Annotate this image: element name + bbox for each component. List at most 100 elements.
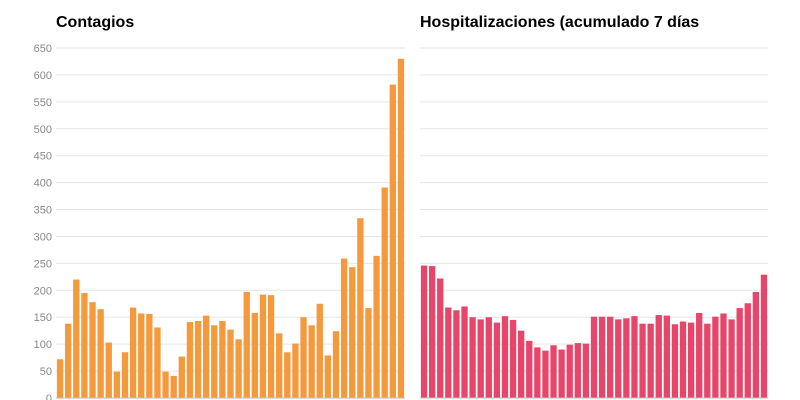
hospitalizaciones-bar (712, 316, 719, 398)
y-tick-label: 200 (34, 285, 52, 297)
contagios-bar (365, 308, 372, 398)
contagios-chart-title: Contagios (56, 14, 135, 31)
y-tick-label: 600 (34, 70, 52, 82)
contagios-bar (316, 303, 323, 398)
y-tick-label: 100 (34, 339, 52, 351)
hospitalizaciones-bar (647, 323, 654, 398)
hospitalizaciones-bar (679, 321, 687, 398)
contagios-bar (397, 58, 405, 399)
contagios-bar (178, 356, 185, 398)
contagios-bar (211, 325, 218, 398)
contagios-bar (284, 352, 291, 398)
hospitalizaciones-bar (493, 322, 501, 398)
y-tick-label: 500 (34, 124, 52, 136)
hospitalizaciones-bar (696, 312, 703, 398)
contagios-bar (146, 314, 153, 398)
hospitalizaciones-bar (663, 315, 670, 398)
contagios-bar (381, 187, 388, 398)
hospitalizaciones-bar (469, 317, 476, 398)
contagios-bar (170, 375, 177, 398)
hospitalizaciones-bar (744, 303, 751, 398)
contagios-bar (251, 312, 259, 398)
hospitalizaciones-bar (687, 322, 695, 398)
hospitalizaciones-bar (453, 310, 460, 398)
y-tick-label: 450 (34, 151, 52, 163)
contagios-bar (235, 339, 242, 398)
hospitalizaciones-bar (428, 266, 436, 398)
hospitalizaciones-bar (631, 316, 638, 398)
hospitalizaciones-bar (720, 313, 727, 398)
contagios-bar (267, 295, 275, 398)
hospitalizaciones-chart-title: Hospitalizaciones (acumulado 7 días (420, 14, 700, 31)
contagios-bar (259, 294, 267, 398)
contagios-bar (373, 255, 380, 398)
contagios-bar (154, 327, 161, 398)
hospitalizaciones-bar (582, 343, 590, 398)
contagios-bar (138, 313, 145, 398)
hospitalizaciones-bar (558, 349, 565, 398)
contagios-bar (113, 371, 121, 398)
contagios-bar (332, 331, 340, 398)
hospitalizaciones-bar (534, 347, 541, 398)
contagios-bar (65, 323, 72, 398)
contagios-bar (73, 279, 80, 398)
y-tick-label: 250 (34, 258, 52, 270)
y-tick-label: 550 (34, 97, 52, 109)
y-tick-label: 300 (34, 231, 52, 243)
hospitalizaciones-bar (598, 316, 606, 398)
hospitalizaciones-bar (501, 316, 509, 398)
hospitalizaciones-bar (566, 344, 573, 398)
contagios-bar (105, 342, 112, 398)
hospitalizaciones-bar (752, 291, 760, 398)
hospitalizaciones-bar (485, 317, 492, 398)
hospitalizaciones-bar (461, 306, 468, 398)
contagios-bar (129, 307, 137, 398)
contagios-bar (292, 343, 299, 398)
contagios-bar (243, 291, 250, 398)
hospitalizaciones-bar (760, 274, 768, 398)
contagios-bar (202, 315, 210, 398)
contagios-bar (227, 329, 234, 398)
contagios-bar (186, 322, 194, 398)
contagios-bar (97, 309, 104, 398)
contagios-bar (324, 355, 332, 398)
y-tick-label: 400 (34, 178, 52, 190)
hospitalizaciones-bar (542, 350, 549, 398)
hospitalizaciones-bar (607, 316, 614, 398)
contagios-bar (219, 321, 226, 398)
contagios-bar (194, 321, 202, 398)
hospitalizaciones-bar (704, 323, 711, 398)
contagios-bar (308, 325, 315, 398)
hospitalizaciones-bar (420, 265, 428, 398)
contagios-bar (389, 84, 396, 398)
hospitalizaciones-bar (550, 345, 557, 398)
hospitalizaciones-bar (590, 316, 598, 398)
contagios-bar (162, 371, 169, 398)
hospitalizaciones-bar (437, 278, 444, 398)
y-tick-label: 150 (34, 312, 52, 324)
hospitalizaciones-bar (509, 319, 517, 398)
hospitalizaciones-bar (615, 319, 622, 398)
y-tick-label: 0 (46, 393, 52, 400)
hospitalizaciones-bar (655, 315, 662, 398)
y-tick-label: 50 (40, 366, 52, 378)
hospitalizaciones-bar (736, 308, 743, 398)
hospitalizaciones-bar (623, 318, 630, 398)
contagios-bar (56, 359, 64, 398)
contagios-bar (300, 317, 307, 398)
hospitalizaciones-bar (639, 323, 646, 398)
hospitalizaciones-bar (445, 307, 452, 398)
hospitalizaciones-bar (671, 324, 679, 398)
contagios-bar (89, 302, 96, 398)
contagios-bar (357, 218, 364, 398)
contagios-bar (276, 333, 283, 398)
contagios-bar (340, 258, 348, 398)
contagios-bar (121, 352, 129, 398)
hospitalizaciones-bar (574, 343, 581, 398)
hospitalizaciones-bar (477, 319, 484, 398)
contagios-bar (81, 293, 88, 398)
hospitalizaciones-bar (728, 319, 735, 398)
contagios-bar (349, 267, 356, 398)
y-tick-label: 350 (34, 205, 52, 217)
